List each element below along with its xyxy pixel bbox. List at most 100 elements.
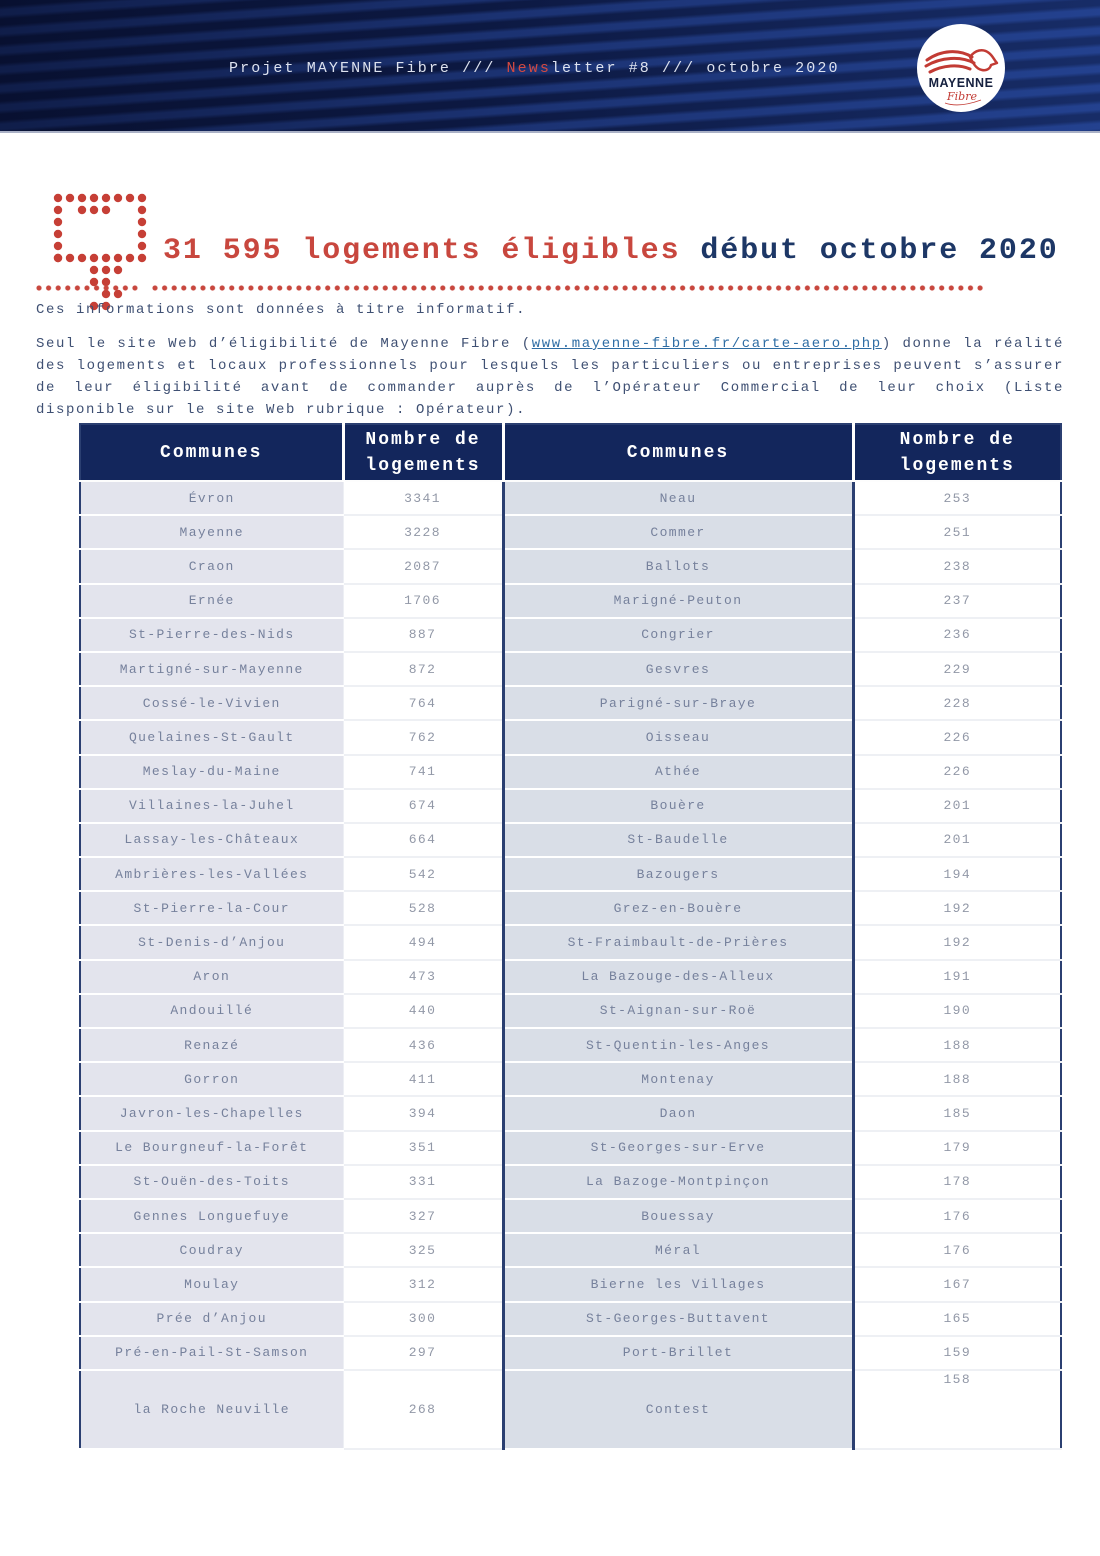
- commune-cell: St-Georges-sur-Erve: [503, 1130, 855, 1166]
- table-row: Quelaines-St-Gault 762 Oisseau 226: [80, 720, 1061, 756]
- table-row: Aron 473 La Bazouge-des-Alleux 191: [80, 959, 1061, 995]
- intro-paragraph: Seul le site Web d’éligibilité de Mayenn…: [36, 333, 1064, 421]
- commune-cell: Javron-les-Chapelles: [80, 1096, 344, 1132]
- intro-text-post: ) donne la réalité des logements et loca…: [36, 336, 1064, 418]
- count-cell: 312: [343, 1267, 505, 1303]
- commune-cell: Craon: [80, 549, 344, 585]
- commune-cell: Bierne les Villages: [503, 1267, 855, 1303]
- commune-cell: Bouère: [503, 788, 855, 824]
- table-row: Prée d’Anjou 300 St-Georges-Buttavent 165: [80, 1301, 1061, 1337]
- intro-text-pre: Seul le site Web d’éligibilité de Mayenn…: [36, 336, 532, 352]
- table-row: Mayenne 3228 Commer 251: [80, 515, 1061, 551]
- winged-horse-icon: MAYENNE Fibre: [917, 24, 1005, 112]
- commune-cell: Pré-en-Pail-St-Samson: [80, 1335, 344, 1371]
- column-header-logements-1: Nombre de logements: [343, 424, 505, 482]
- title-date: début octobre 2020: [680, 234, 1059, 268]
- table-row: Lassay-les-Châteaux 664 St-Baudelle 201: [80, 822, 1061, 859]
- commune-cell: Moulay: [80, 1267, 344, 1303]
- count-cell: 236: [853, 617, 1061, 653]
- commune-cell: Prée d’Anjou: [80, 1301, 344, 1337]
- count-cell: 872: [343, 651, 505, 688]
- count-cell: 253: [853, 481, 1061, 517]
- commune-cell: Évron: [80, 481, 344, 517]
- count-cell: 226: [853, 720, 1061, 756]
- dotted-separator: [36, 285, 140, 291]
- commune-cell: Ballots: [503, 549, 855, 585]
- table-row: Pré-en-Pail-St-Samson 297 Port-Brillet 159: [80, 1335, 1061, 1371]
- count-cell: 229: [853, 651, 1061, 688]
- table-row: Craon 2087 Ballots 238: [80, 549, 1061, 585]
- count-cell: 887: [343, 617, 505, 653]
- commune-cell: Le Bourgneuf-la-Forêt: [80, 1130, 344, 1166]
- count-cell: 297: [343, 1335, 505, 1371]
- count-cell: 176: [853, 1198, 1061, 1235]
- count-cell: 494: [343, 925, 505, 961]
- commune-cell: St-Pierre-des-Nids: [80, 617, 344, 653]
- table-row: Cossé-le-Vivien 764 Parigné-sur-Braye 228: [80, 686, 1061, 722]
- table-row: Meslay-du-Maine 741 Athée 226: [80, 754, 1061, 790]
- count-cell: 191: [853, 959, 1061, 995]
- commune-cell: Ernée: [80, 583, 344, 619]
- count-cell: 226: [853, 754, 1061, 790]
- commune-cell: Martigné-sur-Mayenne: [80, 651, 344, 688]
- commune-cell: Marigné-Peuton: [503, 583, 855, 619]
- commune-cell: St-Ouën-des-Toits: [80, 1164, 344, 1200]
- commune-cell: Mayenne: [80, 515, 344, 551]
- commune-cell: Lassay-les-Châteaux: [80, 822, 344, 859]
- table-row: Gennes Longuefuye 327 Bouessay 176: [80, 1198, 1061, 1235]
- count-cell: 327: [343, 1198, 505, 1235]
- count-cell: 3341: [343, 481, 505, 517]
- masthead-news: News: [506, 60, 551, 77]
- commune-cell: St-Georges-Buttavent: [503, 1301, 855, 1337]
- count-cell: 325: [343, 1233, 505, 1269]
- commune-cell: St-Quentin-les-Anges: [503, 1028, 855, 1064]
- logo-subtitle: Fibre: [946, 90, 977, 103]
- count-cell: 194: [853, 857, 1061, 893]
- table-row: St-Ouën-des-Toits 331 La Bazoge-Montpinçon…: [80, 1164, 1061, 1200]
- commune-cell: Andouillé: [80, 993, 344, 1030]
- table-row: Le Bourgneuf-la-Forêt 351 St-Georges-sur-E…: [80, 1130, 1061, 1166]
- count-cell: 3228: [343, 515, 505, 551]
- masthead-pre: Projet MAYENNE Fibre ///: [229, 60, 507, 77]
- count-cell: 664: [343, 822, 505, 859]
- count-cell: 185: [853, 1096, 1061, 1132]
- eligibility-link[interactable]: www.mayenne-fibre.fr/carte-aero.php: [531, 336, 882, 352]
- commune-cell: Meslay-du-Maine: [80, 754, 344, 790]
- table-row: la Roche Neuville 268 Contest 158: [80, 1369, 1061, 1450]
- commune-cell: la Roche Neuville: [80, 1369, 344, 1450]
- count-cell: 228: [853, 686, 1061, 722]
- commune-cell: Villaines-la-Juhel: [80, 788, 344, 824]
- count-cell: 436: [343, 1028, 505, 1064]
- page-title: 31 595 logements éligibles début octobre…: [163, 232, 1059, 270]
- commune-cell: Daon: [503, 1096, 855, 1132]
- count-cell: 179: [853, 1130, 1061, 1166]
- table-row: Javron-les-Chapelles 394 Daon 185: [80, 1096, 1061, 1132]
- count-cell: 251: [853, 515, 1061, 551]
- table-row: Évron 3341 Neau 253: [80, 481, 1061, 517]
- count-cell: 741: [343, 754, 505, 790]
- table-row: Andouillé 440 St-Aignan-sur-Roë 190: [80, 993, 1061, 1030]
- commune-cell: Commer: [503, 515, 855, 551]
- commune-cell: St-Denis-d’Anjou: [80, 925, 344, 961]
- commune-cell: St-Aignan-sur-Roë: [503, 993, 855, 1030]
- count-cell: 674: [343, 788, 505, 824]
- count-cell: 351: [343, 1130, 505, 1166]
- count-cell: 2087: [343, 549, 505, 585]
- newsletter-masthead: Projet MAYENNE Fibre /// Newsletter #8 /…: [229, 60, 840, 77]
- column-header-logements-2: Nombre de logements: [853, 424, 1061, 482]
- commune-cell: Renazé: [80, 1028, 344, 1064]
- count-cell: 411: [343, 1062, 505, 1098]
- mayenne-fibre-logo: MAYENNE Fibre: [917, 24, 1005, 112]
- table-row: Villaines-la-Juhel 674 Bouère 201: [80, 788, 1061, 824]
- commune-cell: La Bazouge-des-Alleux: [503, 959, 855, 995]
- table-row: Coudray 325 Méral 176: [80, 1233, 1061, 1269]
- count-cell: 188: [853, 1062, 1061, 1098]
- table-row: St-Pierre-des-Nids 887 Congrier 236: [80, 617, 1061, 653]
- count-cell: 178: [853, 1164, 1061, 1200]
- commune-cell: Grez-en-Bouère: [503, 891, 855, 927]
- count-cell: 176: [853, 1233, 1061, 1269]
- commune-cell: Gorron: [80, 1062, 344, 1098]
- commune-cell: Montenay: [503, 1062, 855, 1098]
- commune-cell: Gennes Longuefuye: [80, 1198, 344, 1235]
